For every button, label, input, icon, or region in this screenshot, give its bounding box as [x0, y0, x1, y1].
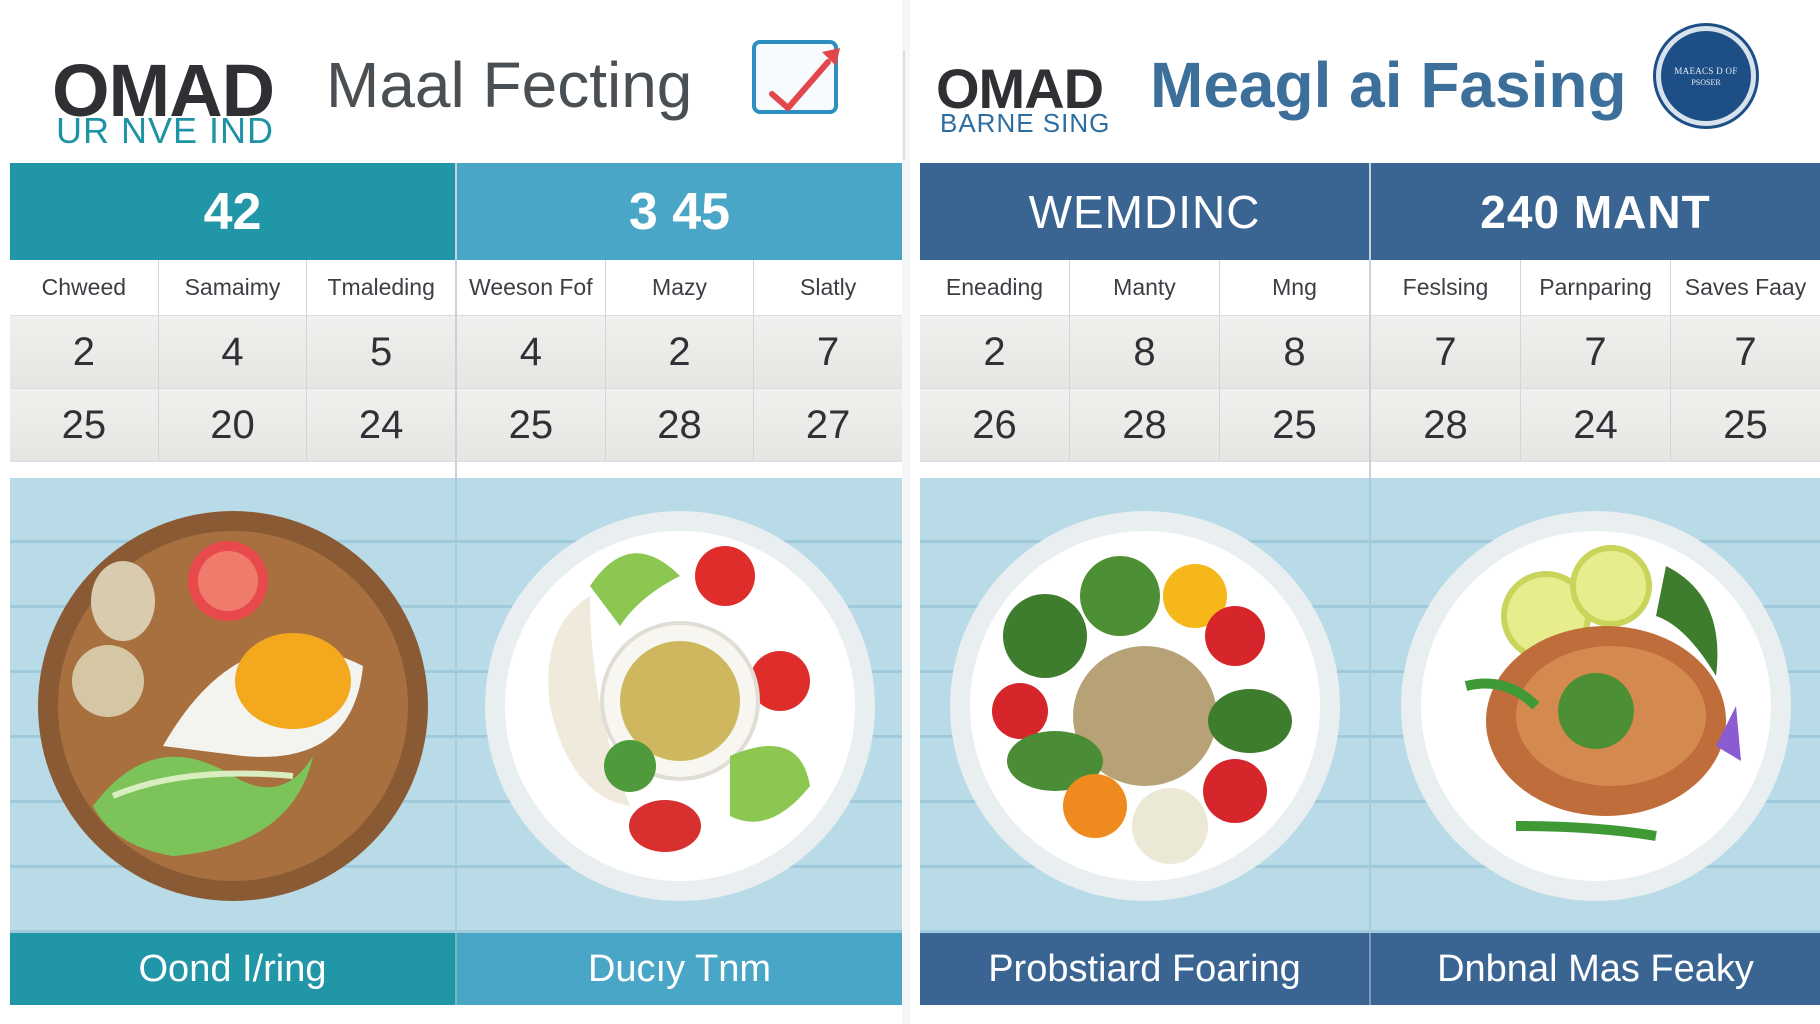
vegetable-plate-image [949, 510, 1340, 901]
table-cell: 7 [1521, 316, 1671, 388]
table-row: 4 2 7 [457, 316, 902, 389]
column-label: Eneading [920, 260, 1070, 315]
column-label: Samaimy [159, 260, 308, 315]
table-cell: 7 [817, 329, 840, 374]
table-header: 240 MANT [1371, 163, 1820, 260]
table-header: 3 45 [457, 163, 902, 260]
left-title: Maal Fecting [326, 49, 693, 121]
badge-line: PSOSER [1691, 77, 1721, 87]
food-slot [1371, 478, 1820, 933]
table-cell: 28 [606, 389, 755, 461]
table-cell: 4 [457, 316, 606, 388]
table-header: 42 [10, 163, 455, 260]
left-panel: OMAD UR NVE IND Maal Fecting 42 Chweed S… [0, 0, 905, 1024]
table-cell: 28 [1371, 389, 1521, 461]
right-subtitle: BARNE SING [940, 108, 1111, 138]
left-food-area [10, 478, 902, 933]
table-row: 25 28 27 [457, 389, 902, 462]
table-row: 2 8 8 [920, 316, 1369, 389]
left-footer: Oond Ӏ/ring Ducıy Tnm [10, 933, 902, 1005]
table-row: 25 20 24 [10, 389, 455, 462]
right-food-area [920, 478, 1820, 933]
salad-plate-image [484, 510, 875, 901]
column-label: Slatly [800, 274, 857, 300]
stirfry-plate-image [1400, 510, 1791, 901]
right-header: OMAD BARNE SING Meagl ai Fasing MAEACS D… [910, 0, 1820, 160]
table-row: 7 7 7 [1371, 316, 1820, 389]
left-table-half: 3 45 Weeson Fof Mazy Slatly 4 2 7 25 28 [457, 163, 902, 478]
right-table-half: WEMDINC Eneading Manty Mng 2 8 8 26 28 [920, 163, 1371, 478]
left-table: 42 Chweed Samaimy Tmaleding 2 4 5 25 20 [10, 163, 902, 478]
table-cell: 8 [1070, 316, 1220, 388]
table-header: WEMDINC [920, 163, 1369, 260]
right-table: WEMDINC Eneading Manty Mng 2 8 8 26 28 [920, 163, 1820, 478]
table-cell: 7 [1734, 329, 1757, 374]
food-slot [457, 478, 902, 933]
food-slot [920, 478, 1371, 933]
table-cell: 20 [159, 389, 308, 461]
column-label: Chweed [10, 260, 159, 315]
footer-label: Oond Ӏ/ring [10, 933, 457, 1005]
left-table-half: 42 Chweed Samaimy Tmaleding 2 4 5 25 20 [10, 163, 457, 478]
column-label: Feslsing [1371, 260, 1521, 315]
seal-badge-icon: MAEACS D OF PSOSER [1656, 26, 1756, 126]
table-cell: 5 [370, 329, 393, 374]
table-cell: 24 [1521, 389, 1671, 461]
wooden-plate-image [37, 510, 428, 901]
column-label: Mazy [606, 260, 755, 315]
footer-label: Probstiard Foaring [920, 933, 1371, 1005]
right-footer: Probstiard Foaring Dnbnal Mas Feaky [920, 933, 1820, 1005]
left-brand: OMAD [52, 49, 275, 132]
right-table-half: 240 MANT Feslsing Parnparing Saves Faay … [1371, 163, 1820, 478]
table-cell: 25 [457, 389, 606, 461]
table-cell: 25 [1723, 402, 1768, 447]
table-cell: 28 [1070, 389, 1220, 461]
column-label: Parnparing [1521, 260, 1671, 315]
left-header: OMAD UR NVE IND Maal Fecting [0, 0, 902, 160]
table-cell: 24 [358, 402, 404, 447]
food-slot [10, 478, 457, 933]
table-cell: 27 [805, 402, 851, 447]
left-subtitle: UR NVE IND [56, 110, 275, 151]
table-row: 2 4 5 [10, 316, 455, 389]
right-title: Meagl ai Fasing [1150, 49, 1627, 121]
table-cell: 2 [10, 316, 159, 388]
table-row: 28 24 25 [1371, 389, 1820, 462]
table-cell: 25 [10, 389, 159, 461]
table-row: 26 28 25 [920, 389, 1369, 462]
header-divider [903, 50, 905, 160]
footer-label: Dnbnal Mas Feaky [1371, 933, 1820, 1005]
table-cell: 2 [920, 316, 1070, 388]
chart-check-icon [752, 40, 840, 114]
table-cell: 8 [1283, 329, 1306, 374]
badge-line: MAEACS D OF [1674, 65, 1738, 76]
table-cell: 7 [1371, 316, 1521, 388]
table-cell: 4 [159, 316, 308, 388]
table-cell: 2 [606, 316, 755, 388]
right-panel: OMAD BARNE SING Meagl ai Fasing MAEACS D… [910, 0, 1820, 1024]
table-cell: 25 [1272, 402, 1317, 447]
footer-label: Ducıy Tnm [457, 933, 902, 1005]
column-label: Weeson Fof [457, 260, 606, 315]
column-label: Saves Faay [1684, 274, 1807, 300]
column-label: Mng [1272, 274, 1317, 300]
right-brand: OMAD [936, 57, 1104, 120]
table-cell: 26 [920, 389, 1070, 461]
column-label: Manty [1070, 260, 1220, 315]
column-label: Tmaleding [327, 274, 435, 300]
